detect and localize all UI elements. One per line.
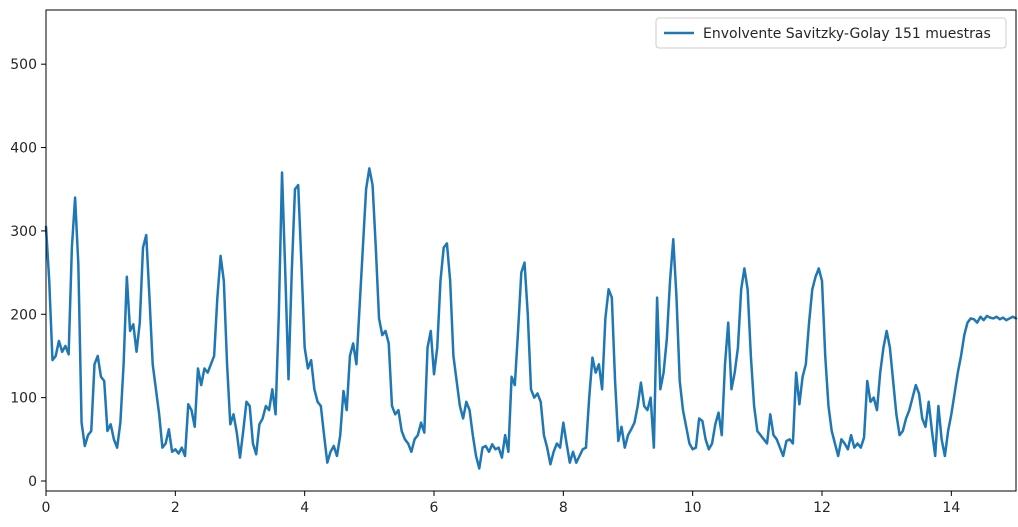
y-tick-label: 100 bbox=[10, 391, 37, 407]
x-tick-label: 2 bbox=[171, 500, 180, 516]
x-tick-label: 4 bbox=[300, 500, 309, 516]
y-tick-label: 200 bbox=[10, 307, 37, 323]
x-tick-label: 8 bbox=[559, 500, 568, 516]
plot-area bbox=[46, 10, 1016, 491]
x-tick-label: 6 bbox=[430, 500, 439, 516]
x-tick-label: 0 bbox=[42, 500, 51, 516]
legend-label: Envolvente Savitzky-Golay 151 muestras bbox=[703, 26, 991, 42]
x-tick-label: 12 bbox=[813, 500, 831, 516]
y-tick-label: 300 bbox=[10, 224, 37, 240]
plot-frame bbox=[45, 9, 1017, 492]
x-tick-label: 10 bbox=[684, 500, 702, 516]
legend: Envolvente Savitzky-Golay 151 muestras bbox=[655, 17, 1007, 49]
y-tick-label: 0 bbox=[28, 474, 37, 490]
x-tick-label: 14 bbox=[942, 500, 960, 516]
plot-background bbox=[46, 10, 1016, 491]
axis-layer: 0 2 4 6 8 10 12 14 0 100 200 300 400 500 bbox=[10, 9, 1017, 516]
y-tick-label: 400 bbox=[10, 141, 37, 157]
series-layer bbox=[44, 167, 1018, 470]
series-line-0 bbox=[44, 167, 1018, 470]
y-tick-label: 500 bbox=[10, 57, 37, 73]
legend-box bbox=[655, 17, 1007, 49]
